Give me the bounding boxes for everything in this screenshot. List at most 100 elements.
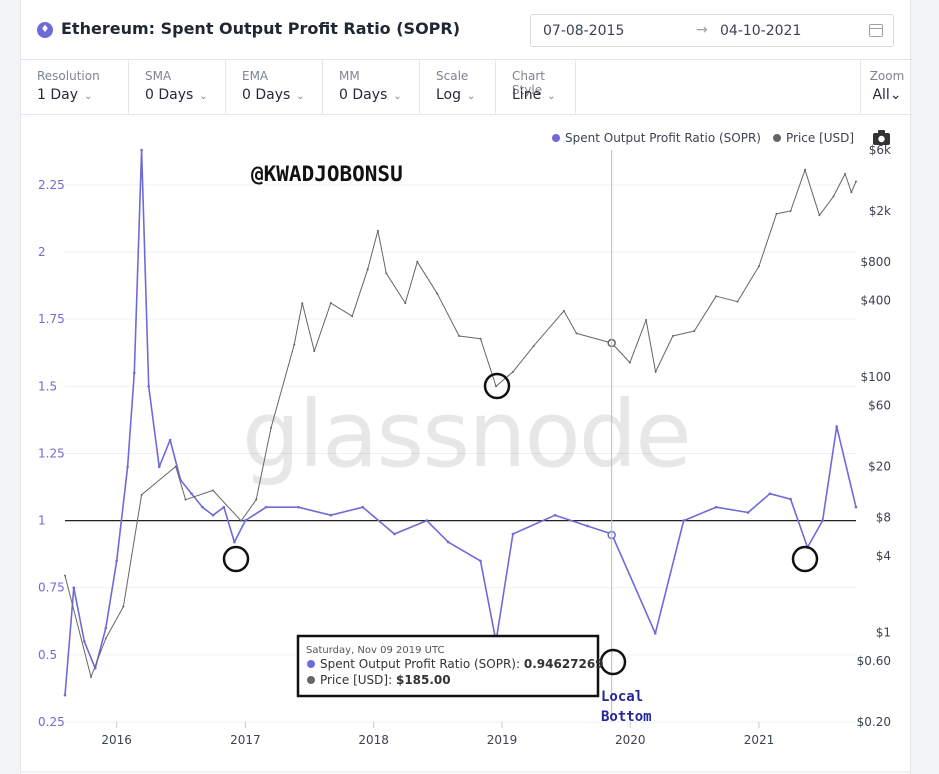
sopr-data-point (115, 559, 118, 563)
price-data-point (351, 315, 354, 318)
left-tick-label: 0.5 (38, 648, 57, 662)
chevron-down-icon: ⌄ (296, 91, 305, 102)
left-tick-label: 1.5 (38, 379, 57, 393)
sopr-data-point (553, 513, 557, 517)
scale-value: Log (436, 87, 462, 103)
tooltip-sopr-row: Spent Output Profit Ratio (SOPR): 0.9462… (320, 657, 604, 671)
price-data-point (174, 465, 177, 468)
sopr-data-point (147, 385, 150, 388)
highlight-circle (483, 372, 511, 400)
x-tick-label: 2019 (487, 733, 518, 747)
price-data-point (736, 300, 739, 303)
zoom-value: All (872, 87, 890, 103)
x-tick-label: 2020 (615, 733, 646, 747)
sopr-data-point (746, 511, 750, 514)
left-tick-label: 2.25 (38, 178, 65, 192)
sopr-data-point (168, 438, 172, 442)
author-handle: @KWADJOBONSU (251, 162, 403, 186)
left-tick-label: 1 (38, 514, 46, 528)
legend-item-price[interactable]: Price [USD] (773, 131, 854, 145)
sopr-data-point (244, 519, 247, 522)
date-from-input[interactable]: 07-08-2015 (543, 23, 625, 39)
calendar-icon[interactable] (869, 24, 883, 37)
price-data-point (562, 309, 565, 312)
annotation-line-2: Bottom (601, 709, 652, 725)
right-tick-label: $60 (868, 399, 891, 413)
right-tick-label: $2k (869, 204, 891, 218)
right-tick-label: $100 (860, 370, 891, 384)
price-data-point (436, 292, 439, 295)
sopr-data-point (835, 425, 838, 428)
chart-style-select[interactable]: Chart Style Line ⌄ (496, 60, 576, 115)
ema-value: 0 Days (242, 87, 291, 103)
resolution-select[interactable]: Resolution 1 Day ⌄ (21, 60, 129, 115)
chart-style-label: Chart Style (512, 69, 545, 97)
chevron-down-icon: ⌄ (467, 91, 476, 102)
price-data-point (64, 574, 66, 577)
price-data-point (255, 498, 258, 501)
right-tick-label: $400 (860, 293, 891, 307)
x-axis: 2016 2017 2018 2019 2020 2021 (20, 722, 911, 773)
sma-select[interactable]: SMA 0 Days ⌄ (129, 60, 226, 115)
legend-price-label: Price [USD] (786, 131, 854, 145)
price-data-point (385, 272, 388, 275)
sopr-data-point (93, 666, 97, 670)
price-data-point (301, 302, 304, 305)
date-range-picker[interactable]: 07-08-2015 → 04-10-2021 (530, 14, 894, 47)
price-data-point (270, 427, 273, 430)
chevron-down-icon: ⌄ (199, 91, 208, 102)
price-data-point (654, 370, 657, 373)
scale-label: Scale (436, 69, 469, 83)
highlight-circle (222, 545, 250, 573)
price-series-line (64, 169, 857, 678)
left-tick-label: 0.75 (38, 581, 65, 595)
sopr-data-point (297, 505, 300, 509)
sopr-data-point (789, 497, 792, 501)
ema-select[interactable]: EMA 0 Days ⌄ (226, 60, 323, 115)
sopr-data-point (768, 492, 772, 496)
price-data-point (140, 493, 143, 496)
price-data-point (240, 519, 243, 522)
price-data-point (575, 332, 578, 335)
sopr-data-point (211, 513, 215, 517)
x-tick-label: 2018 (358, 733, 389, 747)
price-data-point (671, 335, 674, 338)
sopr-data-point (425, 519, 429, 522)
sopr-data-point (63, 693, 67, 697)
tooltip-date: Saturday, Nov 09 2019 UTC (306, 645, 444, 656)
sopr-data-point (393, 532, 396, 536)
arrow-right-icon: → (696, 22, 708, 38)
tooltip-price-marker (307, 676, 315, 684)
price-data-point (184, 498, 187, 501)
tooltip-sopr-marker (307, 660, 315, 668)
left-tick-label: 1.75 (38, 312, 65, 326)
price-data-point (122, 605, 125, 608)
mm-label: MM (339, 69, 360, 83)
price-data-point (715, 295, 718, 298)
camera-icon[interactable] (873, 130, 890, 145)
legend-item-sopr[interactable]: Spent Output Profit Ratio (SOPR) (552, 131, 761, 145)
legend-sopr-label: Spent Output Profit Ratio (SOPR) (565, 131, 761, 145)
scale-select[interactable]: Scale Log ⌄ (420, 60, 496, 115)
sopr-data-point (479, 559, 482, 563)
annotation-local-bottom: Local Bottom (601, 689, 652, 725)
right-axis: $6k $2k $800 $400 $100 $60 $20 $8 $4 $1 $0.60 $0.20 (857, 143, 891, 729)
highlight-circle (599, 648, 627, 676)
sopr-data-point (201, 505, 204, 509)
sopr-data-point (222, 505, 226, 509)
x-tick-label: 2017 (230, 733, 261, 747)
sopr-data-point (72, 586, 76, 590)
price-data-point (329, 302, 332, 305)
left-axis: 2.25 2 1.75 1.5 1.25 1 0.75 0.5 0.25 (38, 178, 65, 729)
sopr-data-point (132, 371, 136, 375)
price-data-point (416, 260, 419, 263)
right-tick-label: $6k (869, 143, 891, 157)
price-data-point (818, 214, 821, 217)
price-data-point (693, 329, 696, 332)
zoom-select[interactable]: Zoom All⌄ (860, 60, 912, 115)
left-tick-label: 2 (38, 245, 46, 259)
price-data-point (511, 370, 514, 373)
mm-select[interactable]: MM 0 Days ⌄ (323, 60, 420, 115)
date-to-input[interactable]: 04-10-2021 (720, 23, 802, 39)
